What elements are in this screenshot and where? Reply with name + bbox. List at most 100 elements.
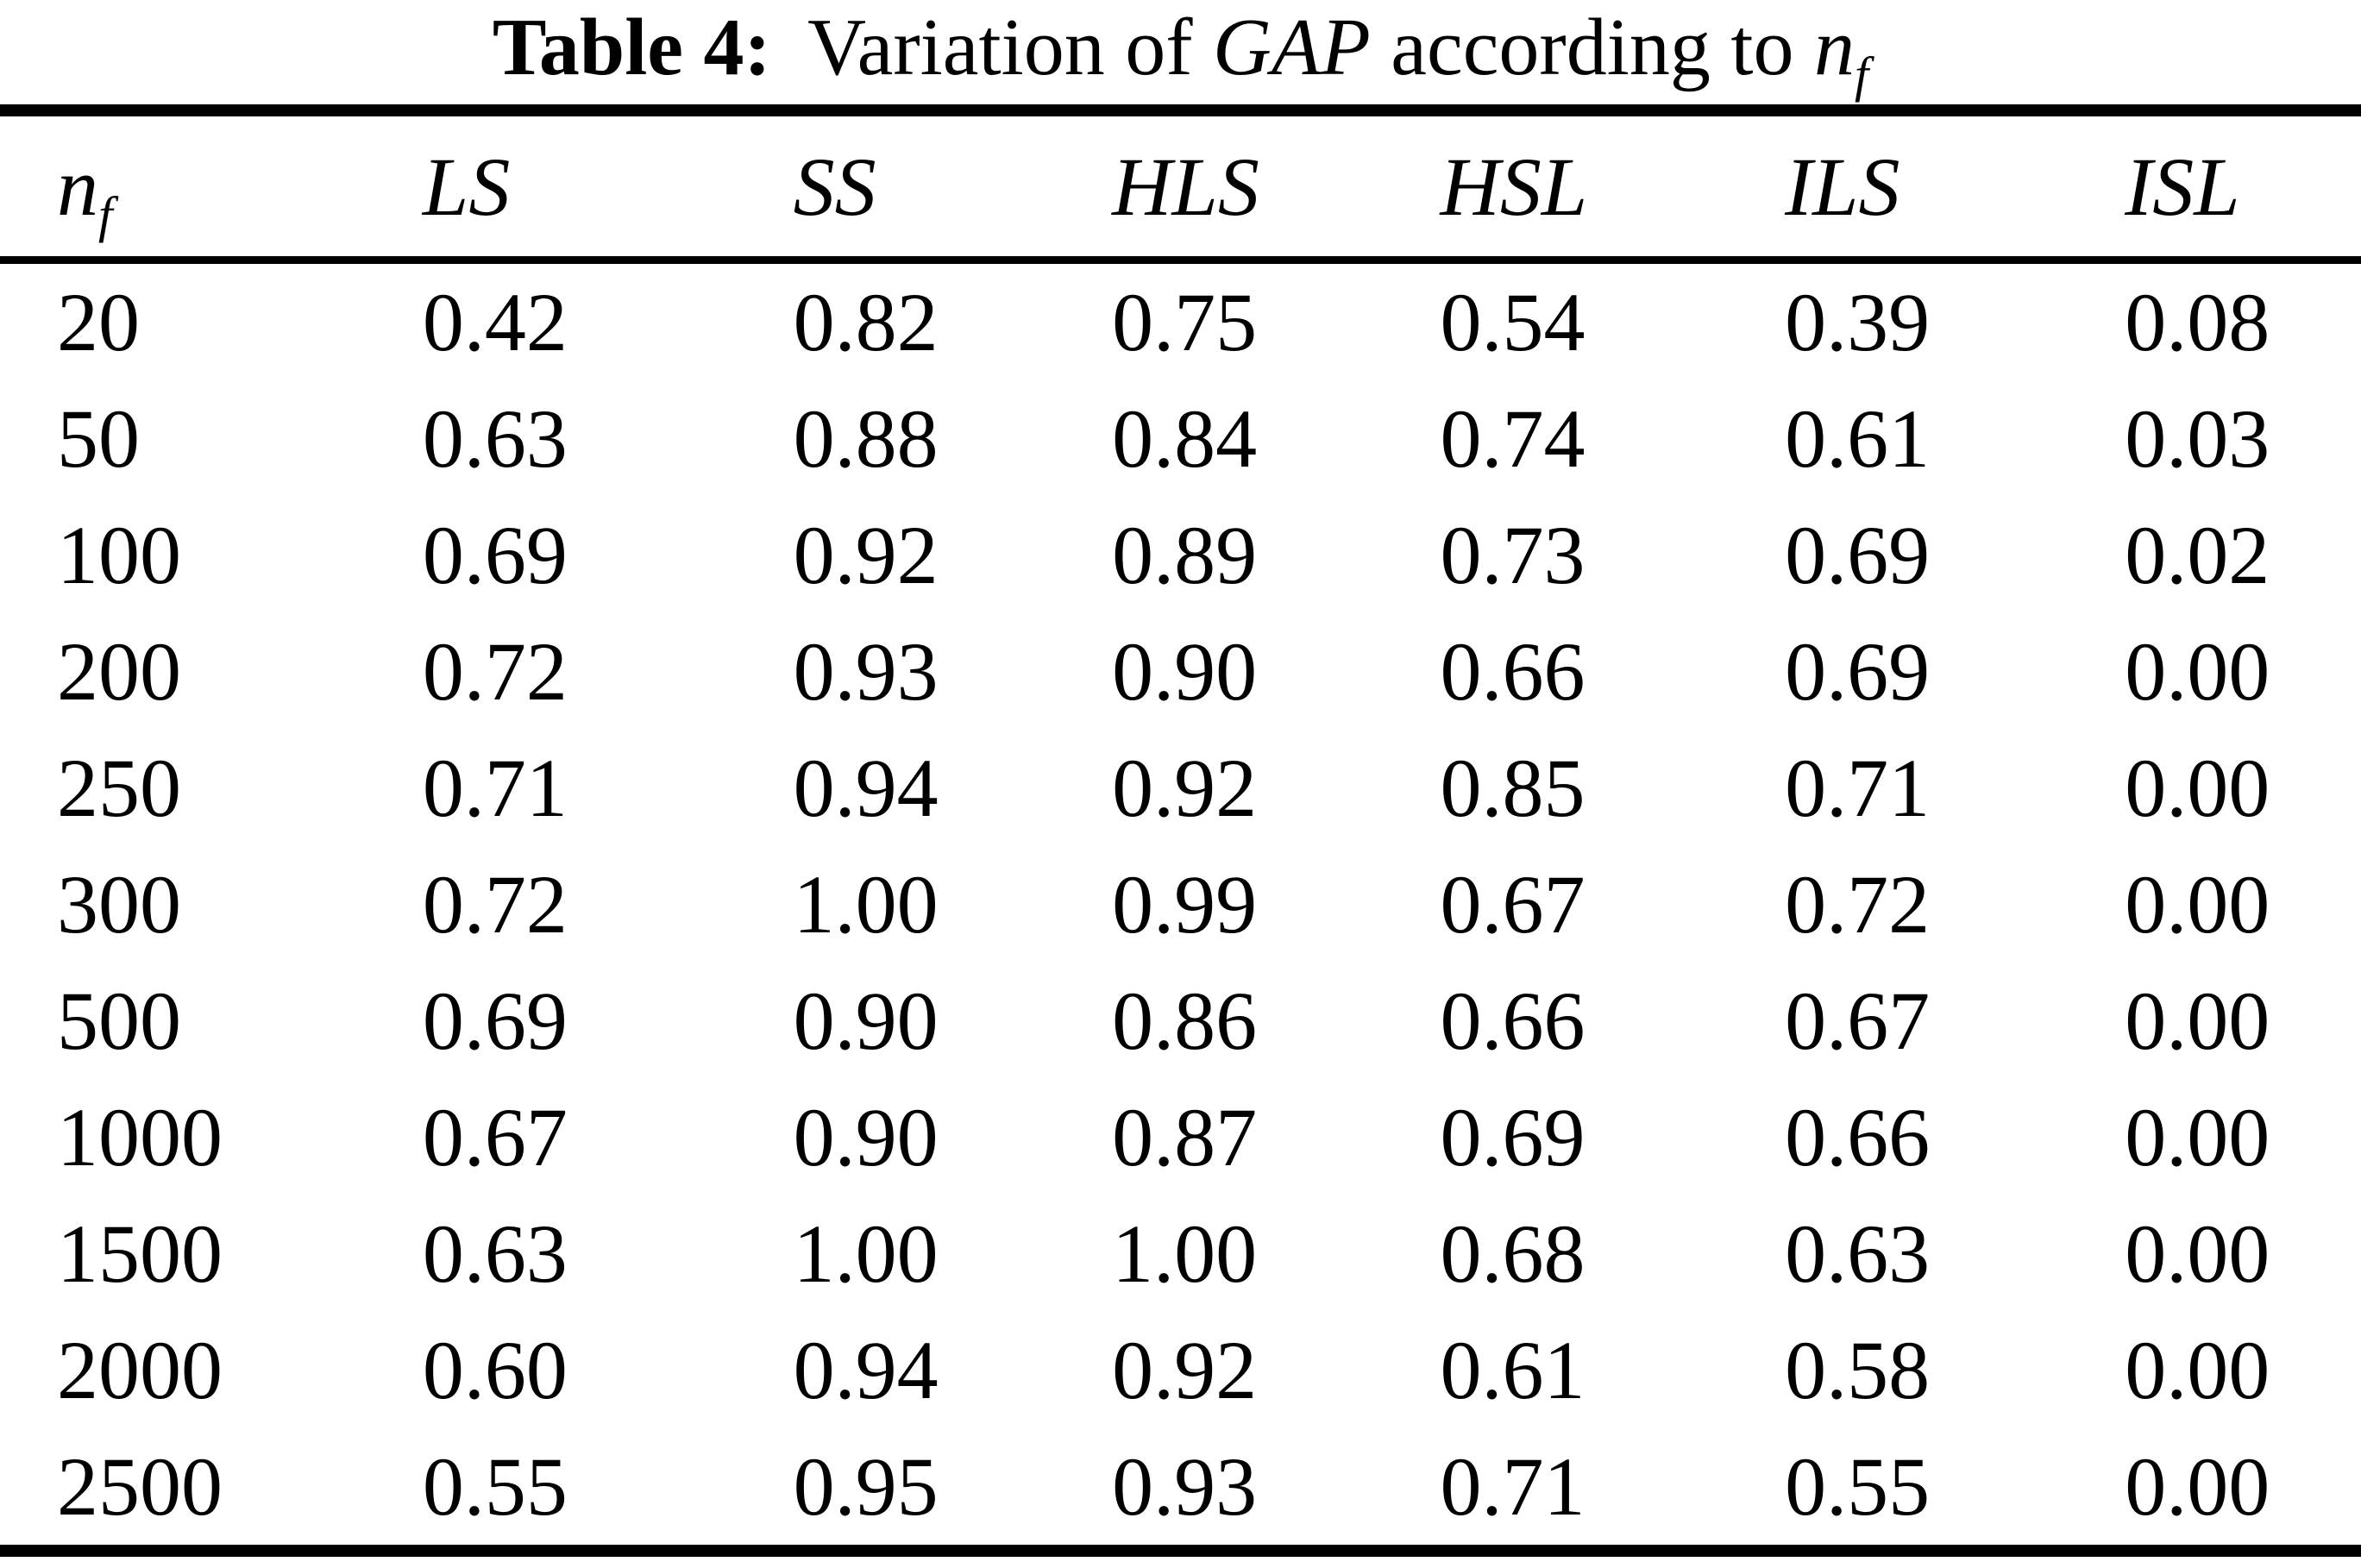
cell-value: 0.68	[1440, 1207, 1586, 1300]
cell-value: 0.55	[1785, 1440, 1931, 1533]
gap-variation-table: nf LS SS HLS HSL ILS ISL 20 0.42 0.82 0.75 0.54 0.…	[0, 104, 2361, 1557]
caption-text-1: Variation of	[807, 3, 1193, 92]
cell-nf: 100	[57, 509, 181, 601]
cell-value: 0.39	[1785, 276, 1931, 368]
caption-nf-sub: f	[1854, 46, 1869, 103]
cell-value: 0.82	[793, 276, 939, 368]
cell-value: 0.72	[1785, 858, 1931, 950]
cell-value: 0.67	[1785, 975, 1931, 1067]
cell-value: 0.89	[1112, 509, 1258, 601]
cell-value: 0.75	[1112, 276, 1258, 368]
cell-value: 0.69	[422, 975, 568, 1067]
cell-value: 0.72	[422, 625, 568, 718]
cell-value: 0.93	[793, 625, 939, 718]
cell-value: 0.84	[1112, 392, 1258, 485]
cell-value: 0.90	[793, 1091, 939, 1183]
caption-nf-base: n	[1813, 3, 1855, 92]
cell-nf: 250	[57, 742, 181, 834]
cell-value: 0.58	[1785, 1324, 1931, 1416]
cell-value: 0.02	[2125, 509, 2270, 601]
cell-nf: 1000	[57, 1091, 223, 1183]
table-row: 100 0.69 0.92 0.89 0.73 0.69 0.02	[0, 497, 2361, 613]
cell-value: 1.00	[793, 858, 939, 950]
cell-value: 0.63	[422, 1207, 568, 1300]
cell-nf: 300	[57, 858, 181, 950]
cell-value: 0.95	[793, 1440, 939, 1533]
header-hls: HLS	[1112, 110, 1441, 264]
cell-value: 0.90	[1112, 625, 1258, 718]
cell-value: 0.92	[1112, 742, 1258, 834]
cell-nf: 2000	[57, 1324, 223, 1416]
table-caption: Table 4: Variation of GAP according to nf	[0, 0, 2361, 104]
cell-value: 0.67	[1440, 858, 1586, 950]
cell-value: 0.61	[1785, 392, 1931, 485]
cell-value: 0.69	[1785, 625, 1931, 718]
cell-value: 0.00	[2125, 625, 2270, 718]
table-row: 300 0.72 1.00 0.99 0.67 0.72 0.00	[0, 846, 2361, 963]
header-ls: LS	[422, 110, 794, 264]
table-row: 1000 0.67 0.90 0.87 0.69 0.66 0.00	[0, 1079, 2361, 1195]
cell-nf: 2500	[57, 1440, 223, 1533]
cell-value: 0.71	[1440, 1440, 1586, 1533]
cell-value: 1.00	[1112, 1207, 1258, 1300]
cell-value: 0.08	[2125, 276, 2270, 368]
cell-value: 0.99	[1112, 858, 1258, 950]
cell-value: 0.00	[2125, 1324, 2270, 1416]
cell-nf: 50	[57, 392, 140, 485]
cell-value: 0.03	[2125, 392, 2270, 485]
cell-value: 0.86	[1112, 975, 1258, 1067]
header-ss: SS	[793, 110, 1113, 264]
cell-nf: 200	[57, 625, 181, 718]
cell-value: 1.00	[793, 1207, 939, 1300]
cell-value: 0.92	[793, 509, 939, 601]
cell-value: 0.71	[422, 742, 568, 834]
cell-value: 0.00	[2125, 1207, 2270, 1300]
table-row: 1500 0.63 1.00 1.00 0.68 0.63 0.00	[0, 1195, 2361, 1312]
cell-value: 0.69	[422, 509, 568, 601]
table-body: 20 0.42 0.82 0.75 0.54 0.39 0.08 50 0.63 0.88 0.84…	[0, 260, 2361, 1552]
cell-value: 0.69	[1785, 509, 1931, 601]
table-row: 500 0.69 0.90 0.86 0.66 0.67 0.00	[0, 963, 2361, 1079]
table-row: 50 0.63 0.88 0.84 0.74 0.61 0.03	[0, 380, 2361, 497]
cell-value: 0.67	[422, 1091, 568, 1183]
table-row: 200 0.72 0.93 0.90 0.66 0.69 0.00	[0, 613, 2361, 730]
header-nf: nf	[0, 110, 423, 264]
cell-value: 0.61	[1440, 1324, 1586, 1416]
cell-value: 0.88	[793, 392, 939, 485]
header-row: nf LS SS HLS HSL ILS ISL	[0, 110, 2361, 264]
cell-value: 0.85	[1440, 742, 1586, 834]
header-ils: ILS	[1785, 110, 2126, 264]
cell-value: 0.93	[1112, 1440, 1258, 1533]
cell-value: 0.00	[2125, 858, 2270, 950]
cell-value: 0.42	[422, 276, 568, 368]
cell-value: 0.94	[793, 1324, 939, 1416]
cell-value: 0.63	[1785, 1207, 1931, 1300]
cell-value: 0.90	[793, 975, 939, 1067]
cell-value: 0.71	[1785, 742, 1931, 834]
cell-nf: 1500	[57, 1207, 223, 1300]
caption-label: Table 4:	[492, 3, 771, 92]
caption-gap-term: GAP	[1213, 3, 1371, 92]
cell-value: 0.00	[2125, 1440, 2270, 1533]
cell-value: 0.66	[1440, 975, 1586, 1067]
cell-value: 0.73	[1440, 509, 1586, 601]
cell-value: 0.00	[2125, 1091, 2270, 1183]
caption-text-2: according to	[1391, 3, 1794, 92]
cell-value: 0.87	[1112, 1091, 1258, 1183]
cell-value: 0.74	[1440, 392, 1586, 485]
header-isl: ISL	[2125, 110, 2361, 264]
cell-value: 0.00	[2125, 975, 2270, 1067]
cell-value: 0.94	[793, 742, 939, 834]
cell-value: 0.55	[422, 1440, 568, 1533]
cell-value: 0.00	[2125, 742, 2270, 834]
cell-value: 0.72	[422, 858, 568, 950]
caption-nf-term: nf	[1813, 3, 1868, 99]
cell-value: 0.66	[1440, 625, 1586, 718]
cell-value: 0.54	[1440, 276, 1586, 368]
cell-value: 0.63	[422, 392, 568, 485]
cell-value: 0.66	[1785, 1091, 1931, 1183]
cell-nf: 20	[57, 276, 140, 368]
table-row: 250 0.71 0.94 0.92 0.85 0.71 0.00	[0, 730, 2361, 846]
table-row: 20 0.42 0.82 0.75 0.54 0.39 0.08	[0, 260, 2361, 381]
